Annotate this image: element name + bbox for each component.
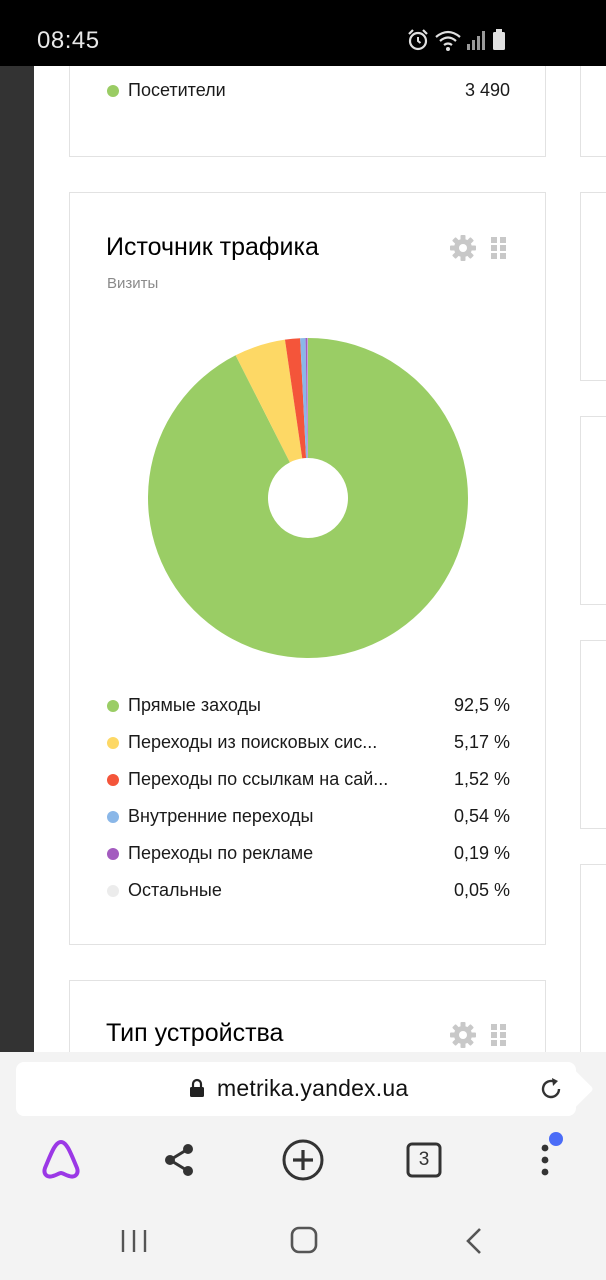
legend-item[interactable]: Прямые заходы 92,5 % — [107, 693, 510, 721]
legend-dot — [107, 885, 119, 897]
notification-dot — [549, 1132, 563, 1146]
card-subtitle: Визиты — [107, 275, 159, 292]
legend-value: 5,17 % — [453, 732, 510, 752]
card-title: Источник трафика — [106, 233, 319, 261]
drag-handle-icon[interactable] — [489, 1023, 509, 1047]
legend-dot — [107, 848, 119, 860]
card-actions — [449, 234, 509, 262]
side-card — [580, 66, 606, 157]
browser-toolbar: 3 — [0, 1122, 606, 1204]
tabs-icon — [406, 1142, 442, 1178]
drawer-edge — [0, 66, 34, 1052]
pie-slice[interactable] — [300, 338, 308, 459]
tab-count: 3 — [418, 1149, 430, 1170]
home-icon[interactable] — [284, 1224, 324, 1258]
tabs-button[interactable]: 3 — [400, 1136, 448, 1184]
status-time: 08:45 — [37, 27, 100, 54]
pie-slice[interactable] — [235, 339, 303, 463]
legend-item[interactable]: Переходы по рекламе 0,19 % — [107, 841, 510, 869]
legend-value: 0,05 % — [453, 880, 510, 900]
side-card — [580, 416, 606, 605]
visitors-row: Посетители 3 490 — [107, 78, 510, 106]
gear-icon[interactable] — [449, 234, 477, 262]
traffic-source-card: Источник трафика Визиты — [69, 192, 546, 945]
pie-slice[interactable] — [305, 338, 308, 459]
side-card — [580, 864, 606, 1052]
url-text[interactable]: metrika.yandex.ua — [217, 1075, 409, 1101]
menu-button[interactable] — [521, 1132, 569, 1184]
back-icon[interactable] — [454, 1224, 494, 1258]
visitors-card: Посетители 3 490 — [69, 66, 546, 157]
card-title: Тип устройства — [106, 1019, 284, 1047]
traffic-pie-chart[interactable] — [148, 338, 468, 658]
status-bar: 08:45 — [0, 0, 606, 66]
legend-label: Переходы по рекламе — [128, 843, 314, 863]
alice-icon[interactable] — [37, 1136, 85, 1184]
battery-icon — [493, 29, 505, 50]
signal-icon — [467, 31, 485, 50]
pie-slice[interactable] — [284, 338, 307, 459]
new-tab-icon[interactable] — [279, 1136, 327, 1184]
legend-item[interactable]: Переходы из поисковых сис... 5,17 % — [107, 730, 510, 758]
pie-slice[interactable] — [148, 338, 468, 658]
device-type-card: Тип устройства — [69, 980, 546, 1052]
address-area: metrika.yandex.ua — [0, 1052, 606, 1122]
legend-item[interactable]: Переходы по ссылкам на сай... 1,52 % — [107, 767, 510, 795]
legend-value: 0,54 % — [453, 806, 510, 826]
legend-label: Переходы из поисковых сис... — [128, 732, 378, 752]
legend-dot — [107, 774, 119, 786]
visitors-value: 3 490 — [464, 80, 510, 100]
legend-label: Остальные — [128, 880, 222, 900]
legend-value: 1,52 % — [453, 769, 510, 789]
legend-dot — [107, 737, 119, 749]
menu-icon — [541, 1144, 549, 1176]
system-nav-bar — [0, 1204, 606, 1280]
legend-value: 0,19 % — [453, 843, 510, 863]
wifi-icon — [435, 30, 461, 51]
legend-item[interactable]: Внутренние переходы 0,54 % — [107, 804, 510, 832]
share-icon[interactable] — [157, 1136, 205, 1184]
visitors-label: Посетители — [128, 80, 226, 100]
visitors-dot — [107, 85, 119, 97]
card-actions — [449, 1021, 509, 1049]
web-content[interactable]: Посетители 3 490 Источник трафика Визиты — [0, 66, 606, 1052]
side-card — [580, 640, 606, 829]
alarm-icon — [408, 29, 428, 51]
lock-icon — [190, 1078, 204, 1097]
url-bar[interactable]: metrika.yandex.ua — [16, 1062, 576, 1116]
reload-icon[interactable] — [538, 1076, 564, 1102]
legend-label: Переходы по ссылкам на сай... — [128, 769, 389, 789]
legend-label: Внутренние переходы — [128, 806, 314, 826]
side-card — [580, 192, 606, 381]
pie-slice[interactable] — [307, 338, 308, 459]
drag-handle-icon[interactable] — [489, 236, 509, 260]
legend-item[interactable]: Остальные 0,05 % — [107, 878, 510, 906]
legend-value: 92,5 % — [453, 695, 510, 715]
gear-icon[interactable] — [449, 1021, 477, 1049]
legend-label: Прямые заходы — [128, 695, 261, 715]
legend-dot — [107, 811, 119, 823]
legend-dot — [107, 700, 119, 712]
recents-icon[interactable] — [114, 1224, 154, 1258]
